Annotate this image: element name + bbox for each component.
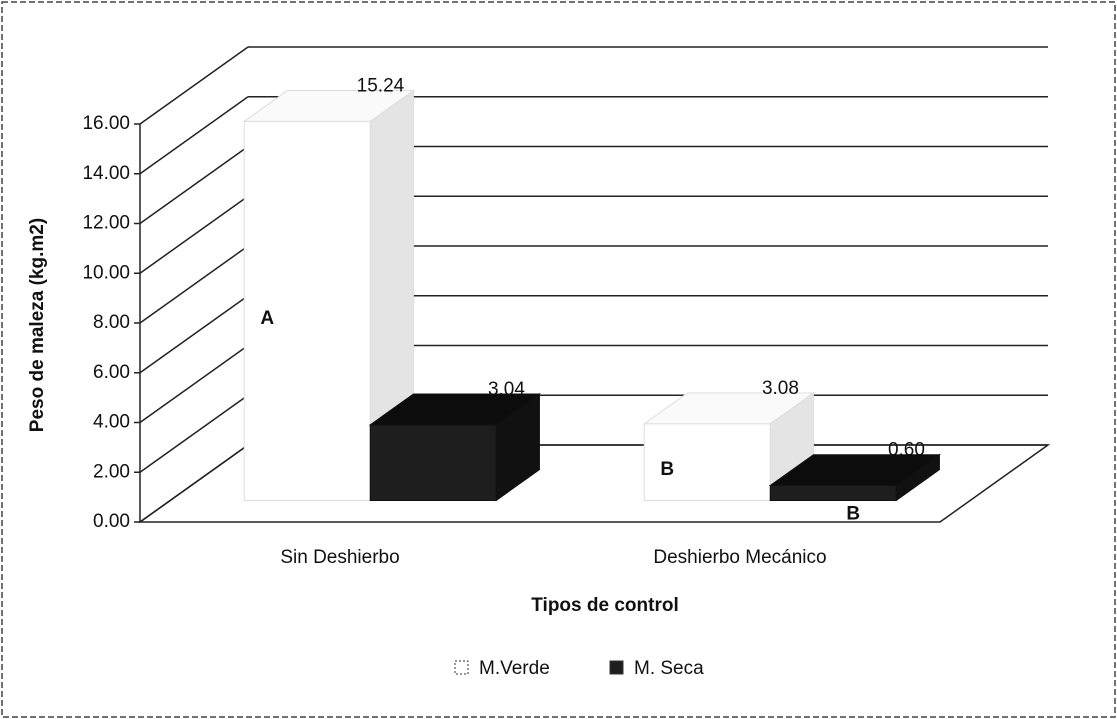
y-tick-label: 0.00 [93,511,130,532]
legend-label: M.Verde [479,658,550,679]
grid-line [139,295,249,374]
y-tick-label: 14.00 [82,163,130,184]
grid-line [139,195,249,274]
grid-line [139,394,249,473]
bar-front [369,424,497,501]
y-tick-label: 12.00 [82,213,130,234]
bar-front [243,120,371,501]
bar-front [643,423,771,501]
grid-line [139,46,249,125]
y-tick-label: 10.00 [82,262,130,283]
grid-line [139,444,249,523]
significance-letter: A [260,308,274,329]
grid-line [139,344,249,424]
value-label: 3.04 [488,379,525,400]
y-tick-label: 8.00 [93,312,130,333]
y-tick-label: 2.00 [93,461,130,482]
bar [242,89,416,502]
x-tick-label: Deshierbo Mecánico [653,547,826,568]
significance-letter: B [660,459,674,480]
legend-marker [609,660,624,675]
value-label: 0.60 [888,440,925,461]
x-axis-title: Tipos de control [531,595,678,616]
grid-line [139,245,249,324]
bar-front [769,485,897,501]
bar [642,392,816,502]
y-axis-title: Peso de maleza (kg.m2) [27,218,48,432]
value-label: 3.08 [762,378,799,399]
bar [368,393,542,502]
legend-label: M. Seca [634,658,704,679]
y-tick-label: 6.00 [93,362,130,383]
grid-line [139,96,249,175]
significance-letter: B [846,503,860,524]
x-tick-label: Sin Deshierbo [280,547,399,568]
grid-line [139,145,249,225]
bar [768,453,942,502]
legend-marker [454,660,469,675]
value-label: 15.24 [357,76,405,97]
y-tick-label: 16.00 [82,113,130,134]
y-tick-label: 4.00 [93,412,130,433]
